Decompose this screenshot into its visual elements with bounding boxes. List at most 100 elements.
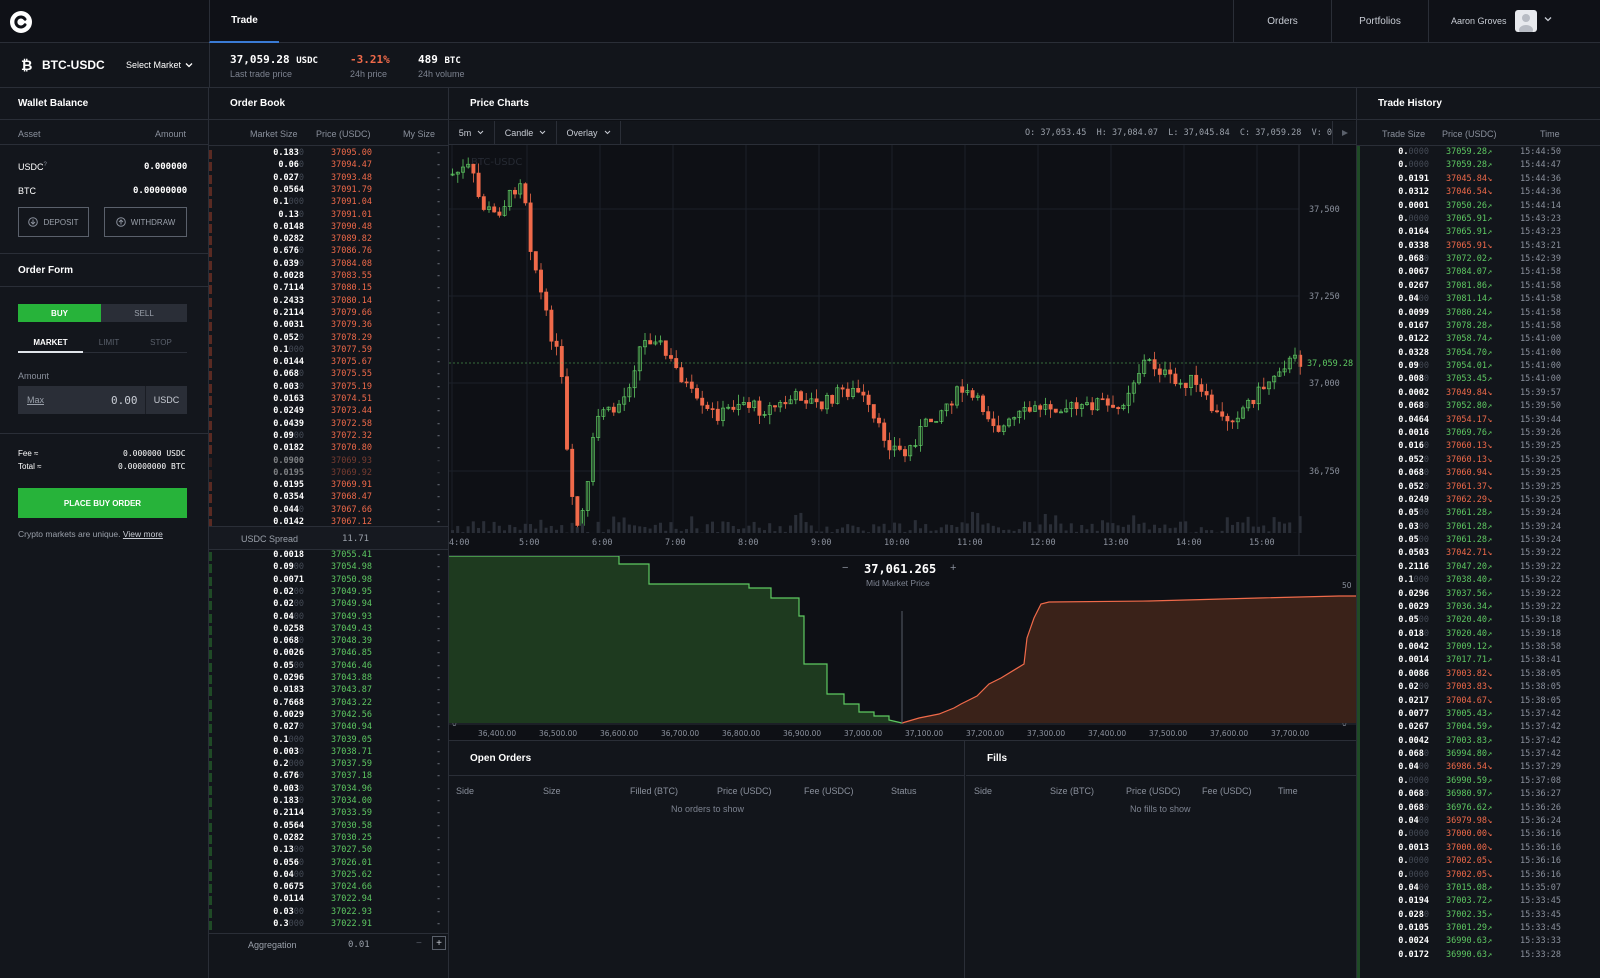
deposit-button[interactable]: DEPOSIT [18,207,89,237]
aggregation-plus-button[interactable]: + [432,936,446,950]
ask-row[interactable]: 0.0270 37093.48 - [209,173,449,185]
ask-row[interactable]: 0.1000 37077.59 - [209,345,449,357]
ask-row[interactable]: 0.0148 37090.48 - [209,222,449,234]
bid-row[interactable]: 0.3000 37022.91 - [209,919,449,931]
bid-row[interactable]: 0.0500 37046.46 - [209,661,449,673]
place-buy-order-button[interactable]: PLACE BUY ORDER [18,488,187,518]
overlay-dropdown[interactable]: Overlay [557,121,621,144]
bid-row[interactable]: 0.0030 37034.96 - [209,784,449,796]
tab-orders[interactable]: Orders [1233,0,1331,43]
bid-row[interactable]: 0.1830 37034.00 - [209,796,449,808]
ask-row[interactable]: 0.0900 37072.32 - [209,431,449,443]
ask-row[interactable]: 0.0030 37075.19 - [209,382,449,394]
bid-row[interactable]: 0.0029 37042.56 - [209,710,449,722]
limit-type-tab[interactable]: LIMIT [83,333,135,353]
max-link[interactable]: Max [27,395,45,405]
size-marker [209,371,212,381]
bid-row[interactable]: 0.0675 37024.66 - [209,882,449,894]
buy-tab[interactable]: BUY [18,304,101,322]
ask-row[interactable]: 0.0439 37072.58 - [209,419,449,431]
info-icon[interactable]: ? [43,162,47,168]
ask-row[interactable]: 0.0282 37089.82 - [209,234,449,246]
withdraw-button[interactable]: WITHDRAW [104,207,187,237]
ask-row[interactable]: 0.0440 37067.66 - [209,505,449,517]
bid-row[interactable]: 0.0400 37049.93 - [209,612,449,624]
depth-chart[interactable]: 505040403030202010100036,400.0036,500.00… [449,556,1356,740]
aggregation-minus-button[interactable]: − [416,938,422,949]
size-padding: 0 [1423,254,1429,265]
bid-row[interactable]: 0.0680 37048.39 - [209,636,449,648]
volume-bar [690,516,694,533]
ask-row[interactable]: 0.7114 37080.15 - [209,283,449,295]
bid-row[interactable]: 0.0200 37049.94 - [209,599,449,611]
ask-row[interactable]: 0.0182 37070.80 - [209,443,449,455]
bid-row[interactable]: 0.2114 37033.59 - [209,808,449,820]
bid-row[interactable]: 0.1300 37027.50 - [209,845,449,857]
divider [209,145,448,146]
bid-row[interactable]: 0.0071 37050.98 - [209,575,449,587]
stop-type-tab[interactable]: STOP [135,333,187,353]
tab-portfolios[interactable]: Portfolios [1331,0,1429,43]
ask-row[interactable]: 0.130 37091.01 - [209,210,449,222]
ask-row[interactable]: 0.0163 37074.51 - [209,394,449,406]
ask-row[interactable]: 0.0520 37078.29 - [209,333,449,345]
chevron-down-icon[interactable] [1544,15,1552,25]
bid-row[interactable]: 0.0560 37026.01 - [209,858,449,870]
bid-row[interactable]: 0.0183 37043.87 - [209,685,449,697]
play-icon[interactable] [1332,121,1356,144]
ask-row[interactable]: 0.0195 37069.92 - [209,468,449,480]
ask-row[interactable]: 0.2433 37080.14 - [209,296,449,308]
bid-row[interactable]: 0.0282 37030.25 - [209,833,449,845]
ask-row[interactable]: 0.060 37094.47 - [209,160,449,172]
ask-row[interactable]: 0.6760 37086.76 - [209,246,449,258]
view-more-link[interactable]: View more [122,529,163,539]
bid-row[interactable]: 0.0200 37049.95 - [209,587,449,599]
market-type-tab[interactable]: MARKET [18,333,83,353]
bid-row[interactable]: 0.0564 37030.58 - [209,821,449,833]
zoom-in-button[interactable]: + [950,562,957,574]
ask-row[interactable]: 0.0249 37073.44 - [209,406,449,418]
candlestick-chart[interactable]: 37,500 37,250 37,000 36,750 4:00 5:00 6:00 7:00… [449,145,1356,555]
bid-row[interactable]: 0.0258 37049.43 - [209,624,449,636]
bid-row[interactable]: 0.0114 37022.94 - [209,894,449,906]
bid-row[interactable]: 0.0400 37025.62 - [209,870,449,882]
bid-row[interactable]: 0.0026 37046.85 - [209,648,449,660]
interval-dropdown[interactable]: 5m [449,121,495,144]
bid-row[interactable]: 0.1000 37039.05 - [209,735,449,747]
ask-row[interactable]: 0.0390 37084.08 - [209,259,449,271]
user-name[interactable]: Aaron Groves [1451,16,1507,26]
ask-row[interactable]: 0.0680 37075.55 - [209,369,449,381]
bid-row[interactable]: 0.0900 37054.98 - [209,562,449,574]
amount-input[interactable]: Max 0.00 USDC [18,386,187,414]
chart-type-dropdown[interactable]: Candle [495,121,557,144]
ask-row[interactable]: 0.1000 37091.04 - [209,197,449,209]
avatar[interactable] [1515,10,1537,32]
bid-row[interactable]: 0.2000 37037.59 - [209,759,449,771]
ask-row[interactable]: 0.0354 37068.47 - [209,492,449,504]
bid-row[interactable]: 0.7668 37043.22 - [209,698,449,710]
tab-trade[interactable]: Trade [209,0,279,43]
bid-row[interactable]: 0.0018 37055.41 - [209,550,449,562]
size-digits: 0.0029 [273,709,304,720]
bid-row[interactable]: 0.0296 37043.88 - [209,673,449,685]
ask-row[interactable]: 0.0142 37067.12 - [209,517,449,529]
ask-row[interactable]: 0.0031 37079.36 - [209,320,449,332]
sell-tab[interactable]: SELL [101,304,187,322]
bid-row[interactable]: 0.0030 37038.71 - [209,747,449,759]
bid-row[interactable]: 0.0300 37022.93 - [209,907,449,919]
ask-row[interactable]: 0.0195 37069.91 - [209,480,449,492]
ask-row[interactable]: 0.0028 37083.55 - [209,271,449,283]
ask-row[interactable]: 0.1830 37095.00 - [209,148,449,160]
ask-row[interactable]: 0.0144 37075.67 - [209,357,449,369]
trade-row: 0.0001 37050.26 ↗ 15:44:14 [1357,201,1600,214]
trade-size: 0.0013 [1398,843,1429,853]
zoom-out-button[interactable]: − [842,562,849,574]
ask-row[interactable]: 0.2114 37079.66 - [209,308,449,320]
row-size: 0.0195 [273,468,304,478]
coinbase-logo-icon[interactable] [8,9,34,35]
bid-row[interactable]: 0.0270 37040.94 - [209,722,449,734]
select-market-dropdown[interactable]: Select Market [126,60,193,70]
ask-row[interactable]: 0.0564 37091.79 - [209,185,449,197]
bid-row[interactable]: 0.6760 37037.18 - [209,771,449,783]
ask-row[interactable]: 0.0900 37069.93 - [209,456,449,468]
